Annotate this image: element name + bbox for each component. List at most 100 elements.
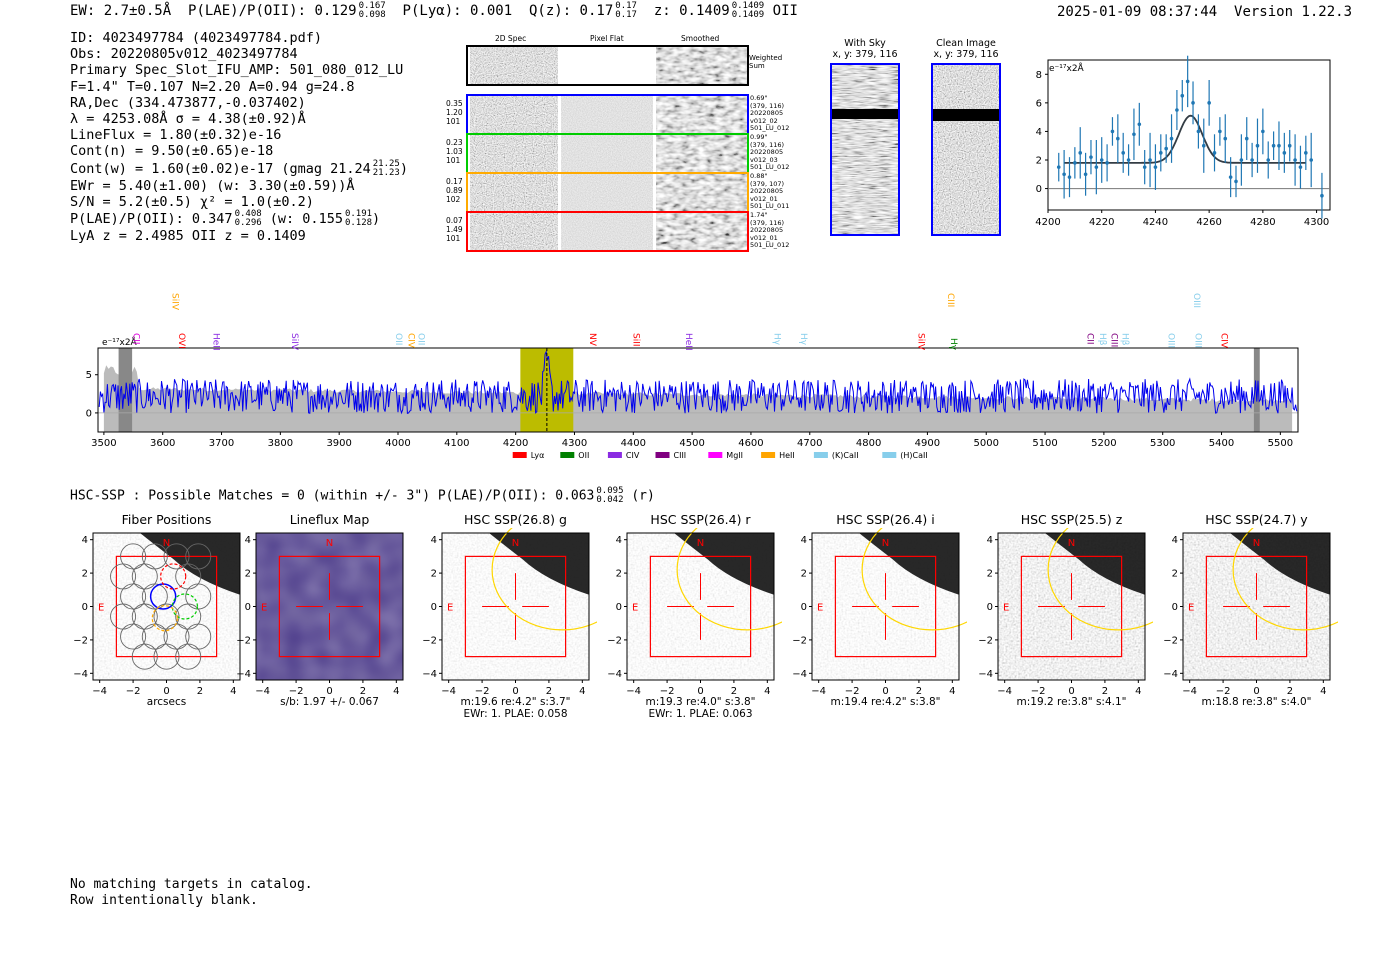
info-plae-w-dn: 0.128 xyxy=(344,218,373,229)
fiber-circle-secondary xyxy=(171,593,199,620)
info-id: ID: 4023497784 (4023497784.pdf) xyxy=(70,30,322,46)
fit-gaussian-curve xyxy=(1064,114,1306,164)
spectrum-line-label: CII xyxy=(1084,333,1094,345)
info-contw-up: 21.25 xyxy=(372,158,400,169)
fiber-circle xyxy=(131,643,158,670)
spectrum-xtick-label: 5500 xyxy=(1268,438,1293,449)
hsc-xtick-label: −4 xyxy=(626,686,641,695)
hsc-xtick-label: 0 xyxy=(326,686,332,695)
fit-data-point xyxy=(1277,143,1281,148)
fit-ytick-label: 2 xyxy=(1036,156,1042,167)
fit-xtick-label: 4220 xyxy=(1089,217,1114,228)
hsc-ytick-label: 4 xyxy=(987,535,993,546)
row-meta-line: 0.69" xyxy=(750,94,768,102)
spectrum-line-label: SiIV xyxy=(289,333,299,351)
hsc-panel-caption: m:19.3 re:4.0" s:3.8" EWr: 1. PLAE: 0.063 xyxy=(597,696,804,720)
spectrum-xtick-label: 4300 xyxy=(562,438,587,449)
row-meta-line: v012_01 xyxy=(750,194,778,203)
info-lambda: λ = 4253.08Å σ = 4.38(±0.92)Å xyxy=(70,111,306,128)
header-z-line: OII xyxy=(772,3,798,19)
hsc-ytick-label: 4 xyxy=(82,535,88,546)
hsc-xtick-label: 2 xyxy=(360,686,366,695)
fit-data-point xyxy=(1083,172,1088,177)
spectrum-ytick-label: 0 xyxy=(86,408,92,419)
hsc-xtick-label: 0 xyxy=(1068,686,1074,695)
row-value: 1.03 xyxy=(446,147,463,156)
hsc-panel-image: N E 4 2 0 −2 −4 −4 −2 0 2 4 xyxy=(73,532,241,695)
spectrum-line-label: Hγ xyxy=(948,338,958,351)
hsc-search-box xyxy=(1205,555,1308,658)
spectrum-xtick-label: 3700 xyxy=(209,438,234,449)
info-contw-end: ) xyxy=(399,160,408,177)
with-sky-xy: x, y: 379, 116 xyxy=(832,49,898,60)
hsc-caption-line2: EWr: 1. PLAE: 0.063 xyxy=(648,708,753,720)
hsc-aperture-ellipse xyxy=(861,528,967,631)
hsc-ytick-label: −2 xyxy=(607,635,622,646)
hsc-ytick-label: 2 xyxy=(431,569,437,580)
clean-image xyxy=(933,65,999,234)
hsc-ytick-label: −4 xyxy=(607,669,622,680)
hsc-ytick-label: 2 xyxy=(616,569,622,580)
row-meta-line: 1.74" xyxy=(750,211,768,219)
spectrum-line-label: SiII xyxy=(630,333,640,347)
hsc-aperture-ellipse xyxy=(1047,528,1153,631)
fit-unit-label: e⁻¹⁷x2Å xyxy=(1049,62,1085,74)
header-z-up: 0.1409 xyxy=(731,1,765,11)
col-smoothed: Smoothed xyxy=(681,34,720,43)
row-value: 1.20 xyxy=(446,108,463,117)
hsc-xtick-label: 2 xyxy=(916,686,922,695)
spectrum-xtick-label: 5300 xyxy=(1150,438,1175,449)
row-values: 0.17 0.89 102 xyxy=(446,177,463,204)
row-value: 101 xyxy=(446,156,461,165)
hsc-xtick-label: 4 xyxy=(949,686,955,695)
hsc-xtick-label: 0 xyxy=(1253,686,1259,695)
row-smoothed xyxy=(656,96,748,133)
row-values: 0.23 1.03 101 xyxy=(446,138,463,165)
fiber-circle xyxy=(153,643,180,670)
col-pixel-flat: Pixel Flat xyxy=(590,34,624,43)
hsc-ytick-label: 2 xyxy=(987,569,993,580)
spectrum-legend-label: (H)CaII xyxy=(900,451,927,460)
hsc-ytick-label: 0 xyxy=(245,602,251,613)
fit-data-point xyxy=(1201,143,1206,148)
row-smoothed xyxy=(656,213,748,250)
info-z: LyA z = 2.4985 OII z = 0.1409 xyxy=(70,228,306,245)
spectrum-xtick-label: 4700 xyxy=(797,438,822,449)
fit-data-point xyxy=(1293,158,1297,162)
hsc-ytick-label: 0 xyxy=(82,602,88,613)
hsc-xtick-label: 4 xyxy=(230,686,236,695)
spectrum-xtick-label: 4100 xyxy=(444,438,469,449)
spectrum-line-label: SiIV xyxy=(170,293,180,311)
timestamp: 2025-01-09 08:37:44 xyxy=(1057,4,1218,20)
header-plya: P(Lyα): 0.001 xyxy=(402,3,513,19)
row-meta-line: 501_LU_012 xyxy=(750,124,790,132)
row-value: 102 xyxy=(446,195,461,204)
info-plae: P(LAE)/P(OII): 0.347 0.408 0.296 (w: 0.155… xyxy=(70,210,408,228)
fit-data-point xyxy=(1153,165,1158,169)
row-meta-line: (379, 116) xyxy=(750,218,785,227)
hsc-galaxy-shape xyxy=(489,533,589,595)
row-value: 0.35 xyxy=(446,99,463,108)
fit-data-point xyxy=(1062,172,1066,177)
fit-data-point xyxy=(1169,136,1174,141)
fit-data-point xyxy=(1218,129,1222,134)
hsc-ytick-label: 0 xyxy=(801,602,807,613)
row-value: 101 xyxy=(446,234,461,243)
header-ew: EW: 2.7±0.5Å xyxy=(70,3,172,19)
fit-data-point xyxy=(1287,143,1292,148)
header-qz-up: 0.17 xyxy=(615,1,637,11)
fit-data-point xyxy=(1105,161,1109,165)
fit-data-point xyxy=(1175,108,1179,112)
hsc-panel-caption: m:18.8 re:3.8" s:4.0" xyxy=(1153,696,1360,708)
info-params: F=1.4" T=0.107 N=2.20 A=0.94 g=24.8 xyxy=(70,78,355,95)
row-values: 0.07 1.49 101 xyxy=(446,216,463,243)
info-plae-w-end: ) xyxy=(372,211,381,228)
spectrum-axes xyxy=(97,347,1299,433)
fit-data-point xyxy=(1056,165,1061,169)
fit-data-point xyxy=(1239,158,1244,162)
hsc-ytick-label: 0 xyxy=(431,602,437,613)
spectrum-xtick-label: 5000 xyxy=(974,438,999,449)
hsc-ytick-label: 4 xyxy=(616,535,622,546)
hsc-title-dn: 0.042 xyxy=(596,495,624,505)
fit-axes xyxy=(1047,59,1331,211)
